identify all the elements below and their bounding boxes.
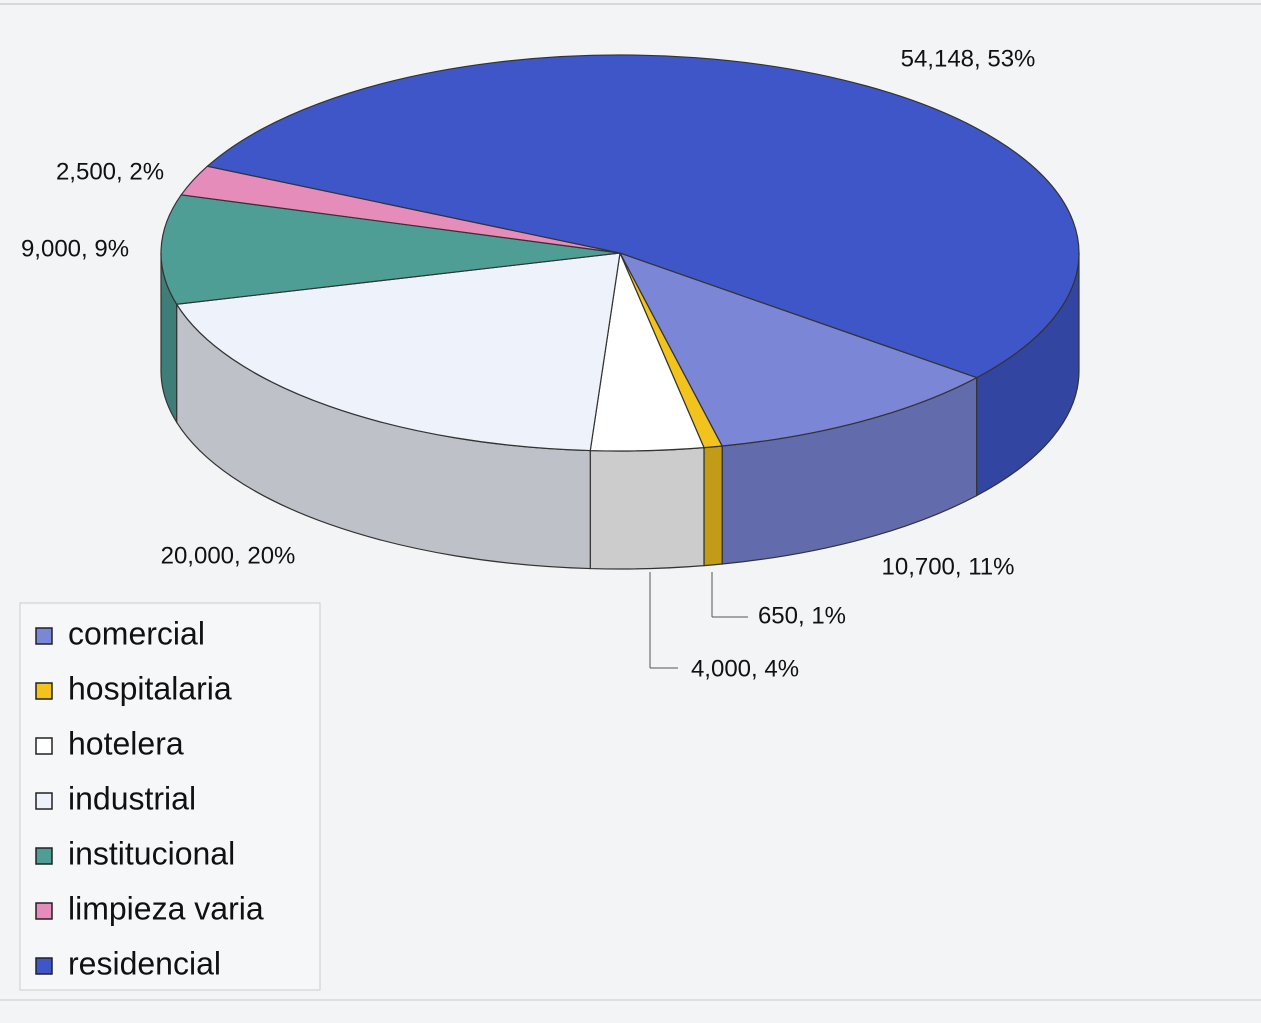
data-label: 650, 1% (758, 602, 846, 629)
legend-label: industrial (68, 780, 196, 816)
legend-label: limpieza varia (68, 890, 264, 926)
data-label: 54,148, 53% (901, 45, 1036, 72)
legend-swatch (35, 957, 53, 975)
legend-box (19, 602, 321, 991)
legend-swatch (35, 627, 53, 645)
legend-swatch (35, 902, 53, 920)
legend-swatch (35, 847, 53, 865)
data-label: 9,000, 9% (21, 235, 129, 262)
legend-label: comercial (68, 615, 205, 651)
data-label: 20,000, 20% (161, 542, 296, 569)
slice (175, 252, 621, 452)
legend-swatch (35, 792, 53, 810)
legend-swatch (35, 682, 53, 700)
data-label: 2,500, 2% (56, 158, 164, 185)
legend-label: institucional (68, 835, 235, 871)
slice-side (589, 447, 705, 570)
legend-label: hospitalaria (68, 670, 232, 706)
slice (206, 54, 1080, 379)
data-label: 10,700, 11% (882, 553, 1015, 580)
slice (618, 251, 979, 447)
legend-label: hotelera (68, 725, 184, 761)
slice-side (703, 445, 723, 567)
legend-label: residencial (68, 945, 221, 981)
slice (160, 194, 621, 305)
data-label: 4,000, 4% (691, 655, 799, 682)
legend-swatch (35, 737, 53, 755)
